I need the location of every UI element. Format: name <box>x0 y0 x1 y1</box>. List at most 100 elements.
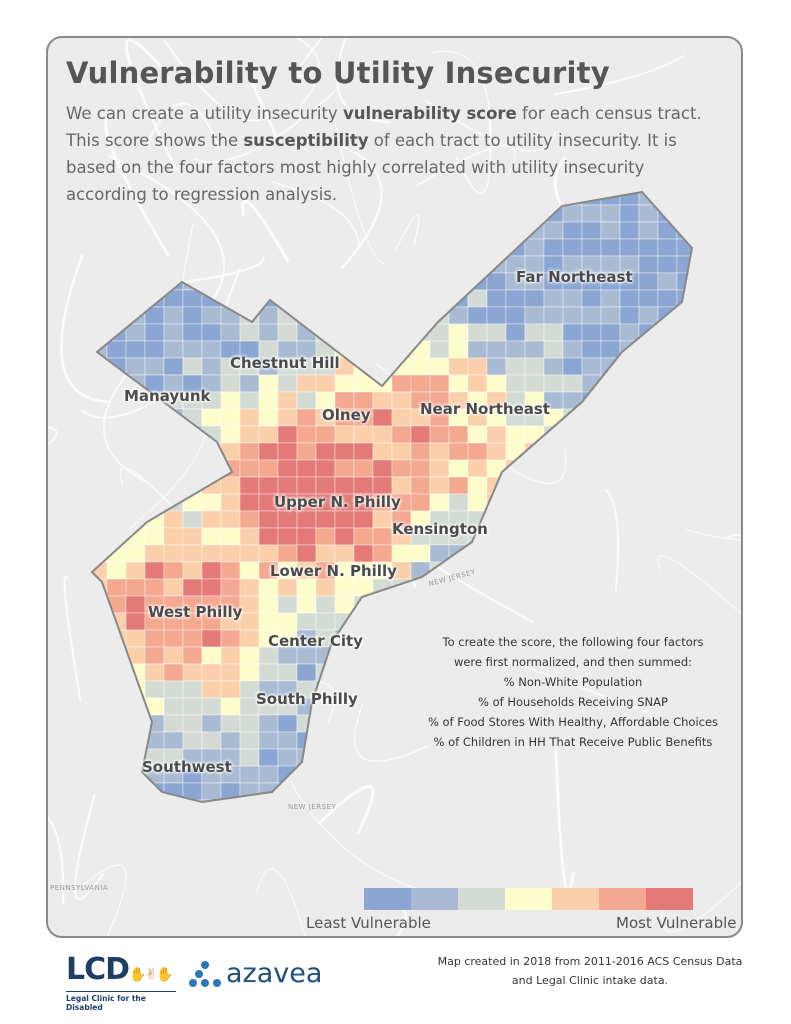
census-tract[interactable] <box>201 629 222 648</box>
census-tract[interactable] <box>201 663 222 682</box>
census-tract[interactable] <box>448 221 469 240</box>
census-tract[interactable] <box>334 289 355 308</box>
census-tract[interactable] <box>221 817 240 834</box>
census-tract[interactable] <box>220 221 241 240</box>
census-tract[interactable] <box>88 510 108 529</box>
census-tract[interactable] <box>543 561 564 580</box>
census-tract[interactable] <box>106 323 127 342</box>
census-tract[interactable] <box>448 799 469 817</box>
census-tract[interactable] <box>334 748 355 767</box>
census-tract[interactable] <box>163 340 184 359</box>
census-tract[interactable] <box>277 612 298 631</box>
census-tract[interactable] <box>258 323 279 342</box>
census-tract[interactable] <box>467 782 488 801</box>
census-tract[interactable] <box>296 442 317 461</box>
census-tract[interactable] <box>638 391 659 410</box>
census-tract[interactable] <box>88 680 108 699</box>
census-tract[interactable] <box>258 391 279 410</box>
census-tract[interactable] <box>277 731 298 750</box>
census-tract[interactable] <box>505 544 526 563</box>
census-tract[interactable] <box>430 817 449 834</box>
census-tract[interactable] <box>562 493 583 512</box>
census-tract[interactable] <box>619 595 640 614</box>
census-tract[interactable] <box>505 595 526 614</box>
census-tract[interactable] <box>334 476 355 495</box>
census-tract[interactable] <box>315 425 336 444</box>
census-tract[interactable] <box>106 340 127 359</box>
census-tract[interactable] <box>505 765 526 784</box>
census-tract[interactable] <box>315 748 336 767</box>
census-tract[interactable] <box>239 238 260 257</box>
census-tract[interactable] <box>562 782 583 801</box>
census-tract[interactable] <box>562 578 583 597</box>
census-tract[interactable] <box>410 272 431 291</box>
census-tract[interactable] <box>543 357 564 376</box>
census-tract[interactable] <box>296 238 317 257</box>
census-tract[interactable] <box>543 374 564 393</box>
census-tract[interactable] <box>315 595 336 614</box>
census-tract[interactable] <box>676 782 696 801</box>
census-tract[interactable] <box>88 374 108 393</box>
census-tract[interactable] <box>353 306 374 325</box>
census-tract[interactable] <box>391 289 412 308</box>
census-tract[interactable] <box>429 272 450 291</box>
census-tract[interactable] <box>467 357 488 376</box>
census-tract[interactable] <box>657 255 678 274</box>
census-tract[interactable] <box>220 714 241 733</box>
census-tract[interactable] <box>277 595 298 614</box>
census-tract[interactable] <box>505 510 526 529</box>
census-tract[interactable] <box>372 272 393 291</box>
census-tract[interactable] <box>676 799 696 817</box>
census-tract[interactable] <box>619 510 640 529</box>
census-tract[interactable] <box>467 442 488 461</box>
census-tract[interactable] <box>524 782 545 801</box>
census-tract[interactable] <box>277 527 298 546</box>
census-tract[interactable] <box>334 782 355 801</box>
census-tract[interactable] <box>505 561 526 580</box>
census-tract[interactable] <box>657 289 678 308</box>
census-tract[interactable] <box>467 272 488 291</box>
census-tract[interactable] <box>410 255 431 274</box>
census-tract[interactable] <box>125 697 146 716</box>
census-tract[interactable] <box>125 238 146 257</box>
census-tract[interactable] <box>239 578 260 597</box>
census-tract[interactable] <box>391 306 412 325</box>
census-tract[interactable] <box>106 561 127 580</box>
census-tract[interactable] <box>676 374 696 393</box>
census-tract[interactable] <box>201 459 222 478</box>
census-tract[interactable] <box>258 476 279 495</box>
census-tract[interactable] <box>505 374 526 393</box>
census-tract[interactable] <box>220 799 241 817</box>
census-tract[interactable] <box>411 817 430 834</box>
census-tract[interactable] <box>486 289 507 308</box>
census-tract[interactable] <box>334 714 355 733</box>
census-tract[interactable] <box>163 357 184 376</box>
census-tract[interactable] <box>543 612 564 631</box>
census-tract[interactable] <box>657 425 678 444</box>
census-tract[interactable] <box>467 323 488 342</box>
census-tract[interactable] <box>201 714 222 733</box>
census-tract[interactable] <box>524 544 545 563</box>
census-tract[interactable] <box>315 272 336 291</box>
census-tract[interactable] <box>562 374 583 393</box>
census-tract[interactable] <box>619 493 640 512</box>
census-tract[interactable] <box>88 340 108 359</box>
census-tract[interactable] <box>88 442 108 461</box>
census-tract[interactable] <box>163 255 184 274</box>
census-tract[interactable] <box>125 425 146 444</box>
census-tract[interactable] <box>125 578 146 597</box>
census-tract[interactable] <box>125 544 146 563</box>
census-tract[interactable] <box>315 374 336 393</box>
census-tract[interactable] <box>163 306 184 325</box>
census-tract[interactable] <box>562 340 583 359</box>
census-tract[interactable] <box>392 817 411 834</box>
census-tract[interactable] <box>506 817 525 834</box>
census-tract[interactable] <box>657 442 678 461</box>
census-tract[interactable] <box>467 595 488 614</box>
census-tract[interactable] <box>429 493 450 512</box>
census-tract[interactable] <box>220 697 241 716</box>
census-tract[interactable] <box>125 629 146 648</box>
census-tract[interactable] <box>600 340 621 359</box>
census-tract[interactable] <box>183 817 202 834</box>
census-tract[interactable] <box>581 357 602 376</box>
